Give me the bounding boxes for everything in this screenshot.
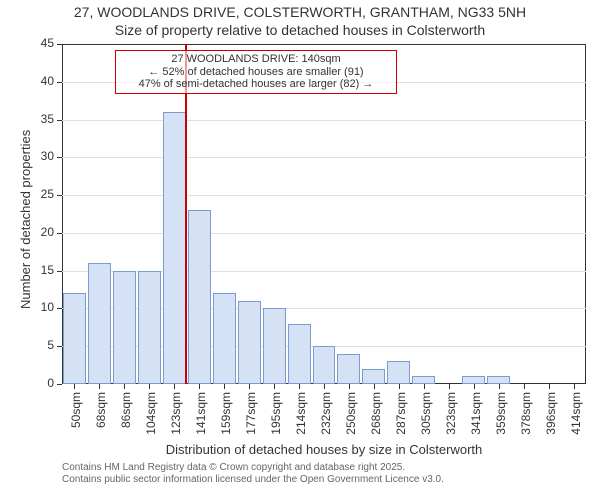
x-tick-label: 287sqm <box>394 392 408 442</box>
y-tick <box>57 44 62 45</box>
x-tick <box>199 384 200 389</box>
grid-line <box>62 120 586 121</box>
x-tick <box>574 384 575 389</box>
x-tick-label: 177sqm <box>244 392 258 442</box>
x-tick-label: 141sqm <box>194 392 208 442</box>
axis-border <box>585 44 586 384</box>
plot-area: 05101520253035404550sqm68sqm86sqm104sqm1… <box>62 44 586 384</box>
x-tick-label: 50sqm <box>69 392 83 442</box>
y-tick-label: 20 <box>28 225 54 239</box>
footer-line-2: Contains public sector information licen… <box>62 474 444 486</box>
x-tick <box>149 384 150 389</box>
chart-container: 27, WOODLANDS DRIVE, COLSTERWORTH, GRANT… <box>0 0 600 500</box>
y-tick <box>57 271 62 272</box>
x-tick-label: 214sqm <box>294 392 308 442</box>
x-tick-label: 104sqm <box>144 392 158 442</box>
y-tick-label: 5 <box>28 338 54 352</box>
footer-attribution: Contains HM Land Registry data © Crown c… <box>62 462 444 486</box>
y-tick-label: 25 <box>28 187 54 201</box>
x-tick-label: 232sqm <box>319 392 333 442</box>
annotation-line: 47% of semi-detached houses are larger (… <box>120 78 392 91</box>
y-tick-label: 15 <box>28 263 54 277</box>
x-tick-label: 341sqm <box>469 392 483 442</box>
y-tick <box>57 308 62 309</box>
property-marker-line <box>185 44 187 384</box>
x-tick <box>274 384 275 389</box>
x-tick <box>424 384 425 389</box>
x-tick <box>499 384 500 389</box>
x-tick <box>249 384 250 389</box>
annotation-box: 27 WOODLANDS DRIVE: 140sqm← 52% of detac… <box>115 50 397 94</box>
x-tick <box>99 384 100 389</box>
x-tick <box>124 384 125 389</box>
grid-line <box>62 233 586 234</box>
x-tick-label: 323sqm <box>444 392 458 442</box>
histogram-bar <box>213 293 236 384</box>
histogram-bar <box>387 361 410 384</box>
x-tick <box>74 384 75 389</box>
x-tick-label: 195sqm <box>269 392 283 442</box>
histogram-bar <box>487 376 510 384</box>
x-tick-label: 414sqm <box>569 392 583 442</box>
y-tick <box>57 82 62 83</box>
grid-line <box>62 195 586 196</box>
y-tick <box>57 157 62 158</box>
x-tick-label: 250sqm <box>344 392 358 442</box>
histogram-bar <box>63 293 86 384</box>
x-tick <box>174 384 175 389</box>
x-tick-label: 396sqm <box>544 392 558 442</box>
histogram-bar <box>238 301 261 384</box>
histogram-bar <box>412 376 435 384</box>
x-tick <box>399 384 400 389</box>
histogram-bar <box>163 112 186 384</box>
annotation-line: ← 52% of detached houses are smaller (91… <box>120 66 392 79</box>
grid-line <box>62 157 586 158</box>
x-tick <box>474 384 475 389</box>
x-tick <box>524 384 525 389</box>
y-tick-label: 0 <box>28 376 54 390</box>
x-tick <box>374 384 375 389</box>
x-tick-label: 159sqm <box>219 392 233 442</box>
y-tick-label: 45 <box>28 36 54 50</box>
x-tick-label: 86sqm <box>119 392 133 442</box>
histogram-bar <box>88 263 111 384</box>
y-tick <box>57 195 62 196</box>
title-address: 27, WOODLANDS DRIVE, COLSTERWORTH, GRANT… <box>0 4 600 20</box>
x-tick <box>324 384 325 389</box>
y-tick <box>57 384 62 385</box>
x-tick <box>349 384 350 389</box>
y-tick <box>57 233 62 234</box>
histogram-bar <box>288 324 311 384</box>
histogram-bar <box>362 369 385 384</box>
y-tick <box>57 346 62 347</box>
x-tick-label: 305sqm <box>419 392 433 442</box>
y-tick-label: 30 <box>28 149 54 163</box>
x-tick-label: 123sqm <box>169 392 183 442</box>
histogram-bar <box>313 346 336 384</box>
y-tick-label: 35 <box>28 112 54 126</box>
x-tick <box>224 384 225 389</box>
histogram-bar <box>462 376 485 384</box>
x-tick <box>549 384 550 389</box>
histogram-bar <box>113 271 136 384</box>
y-tick-label: 40 <box>28 74 54 88</box>
x-tick-label: 378sqm <box>519 392 533 442</box>
x-tick-label: 68sqm <box>94 392 108 442</box>
x-tick-label: 268sqm <box>369 392 383 442</box>
axis-border <box>62 44 586 45</box>
annotation-line: 27 WOODLANDS DRIVE: 140sqm <box>120 53 392 66</box>
histogram-bar <box>263 308 286 384</box>
x-axis-label: Distribution of detached houses by size … <box>62 442 586 457</box>
histogram-bar <box>138 271 161 384</box>
footer-line-1: Contains HM Land Registry data © Crown c… <box>62 462 444 474</box>
x-tick <box>449 384 450 389</box>
histogram-bar <box>188 210 211 384</box>
x-tick-label: 359sqm <box>494 392 508 442</box>
y-tick-label: 10 <box>28 300 54 314</box>
title-subtitle: Size of property relative to detached ho… <box>0 22 600 38</box>
y-tick <box>57 120 62 121</box>
x-tick <box>299 384 300 389</box>
histogram-bar <box>337 354 360 384</box>
